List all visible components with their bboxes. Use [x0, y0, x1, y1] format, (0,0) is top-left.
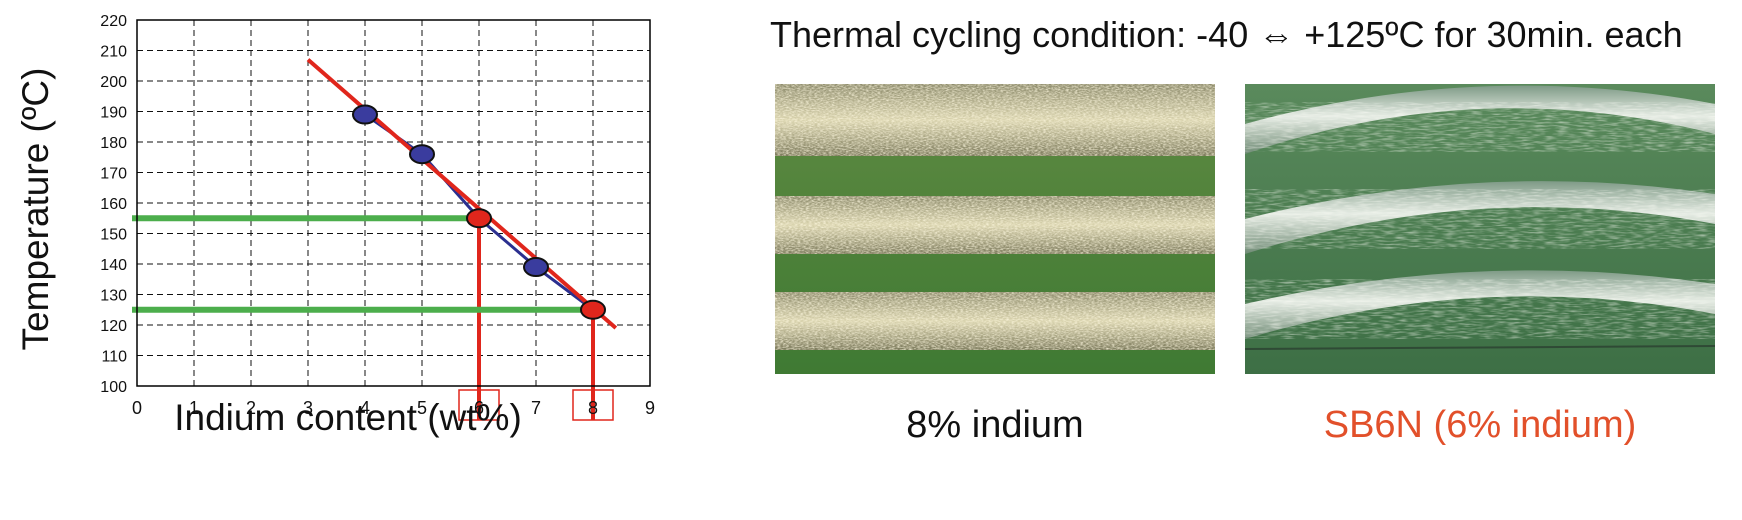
micrograph-8pct-indium — [775, 84, 1215, 374]
y-tick-label: 140 — [100, 257, 127, 274]
y-tick-label: 220 — [100, 13, 127, 30]
y-axis-label: Temperature (ºC) — [15, 68, 56, 351]
y-tick-label: 110 — [101, 349, 127, 366]
y-tick-label: 160 — [100, 196, 127, 213]
y-tick-label: 150 — [100, 227, 127, 244]
x-tick-label: 2 — [246, 398, 256, 418]
thermal-cycling-heading: Thermal cycling condition: -40 ⇔ +125ºC … — [770, 14, 1683, 55]
chart: 0 1 2 3 4 5 6 7 8 9 100 110 120 130 140 150 160 170 180 190… — [15, 13, 655, 438]
x-tick-label: 4 — [360, 398, 370, 418]
data-point — [409, 144, 435, 165]
tick-highlight-box — [572, 389, 614, 421]
tick-highlight-box — [458, 389, 500, 421]
plot-border — [136, 19, 651, 387]
data-points — [352, 104, 606, 320]
trend-line — [306, 58, 618, 330]
data-point — [352, 104, 378, 125]
data-point — [523, 257, 549, 278]
y-tick-label: 190 — [100, 105, 127, 122]
y-tick-label: 180 — [100, 135, 127, 152]
x-tick-label: 6 — [474, 398, 484, 418]
caption-8pct-indium: 8% indium — [906, 404, 1084, 446]
x-tick-label: 1 — [189, 398, 199, 418]
y-tick-label: 170 — [100, 166, 127, 183]
x-axis-label: Indium content (wt%) — [174, 397, 522, 438]
y-tick-label: 120 — [100, 318, 127, 335]
x-tick-label: 5 — [417, 398, 427, 418]
y-tick-label: 100 — [100, 379, 127, 396]
x-tick-label: 0 — [132, 398, 142, 418]
series-line — [306, 58, 618, 330]
highlight-point — [580, 299, 606, 320]
x-tick-label: 8 — [588, 398, 598, 418]
micrograph-sb6n — [1245, 84, 1715, 374]
x-tick-label: 7 — [531, 398, 541, 418]
tick-labels: 0 1 2 3 4 5 6 7 8 9 100 110 120 130 140 150 160 170 180 190… — [100, 13, 655, 421]
caption-sb6n: SB6N (6% indium) — [1323, 404, 1637, 446]
highlight-point — [466, 208, 492, 229]
x-tick-label: 9 — [645, 398, 655, 418]
x-tick-label: 3 — [303, 398, 313, 418]
y-tick-label: 130 — [100, 288, 127, 305]
y-tick-label: 210 — [100, 44, 127, 61]
grid — [137, 20, 650, 386]
y-tick-label: 200 — [100, 74, 127, 91]
